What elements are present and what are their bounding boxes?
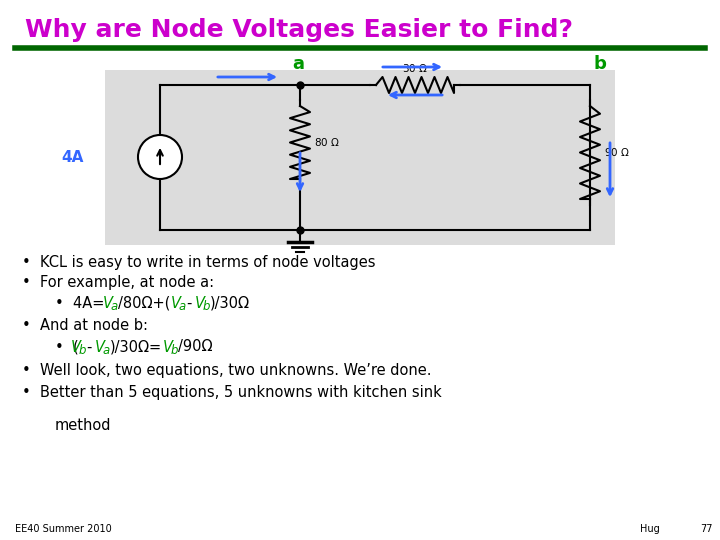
Text: method: method (55, 417, 112, 433)
Text: V: V (71, 340, 81, 354)
Text: b: b (203, 300, 210, 313)
Text: V: V (95, 340, 105, 354)
Circle shape (138, 135, 182, 179)
Text: -: - (86, 340, 91, 354)
Text: EE40 Summer 2010: EE40 Summer 2010 (15, 524, 112, 534)
Text: )/30Ω: )/30Ω (210, 295, 250, 310)
Text: 4A: 4A (60, 150, 84, 165)
Text: a: a (292, 55, 304, 73)
Text: /80Ω+(: /80Ω+( (118, 295, 171, 310)
Bar (105, 70, 615, 245)
Text: Why are Node Voltages Easier to Find?: Why are Node Voltages Easier to Find? (25, 18, 573, 42)
Text: 30 $\Omega$: 30 $\Omega$ (402, 62, 428, 74)
Text: 77: 77 (700, 524, 713, 534)
Text: )/30Ω=: )/30Ω= (110, 340, 162, 354)
Text: •  Better than 5 equations, 5 unknowns with kitchen sink: • Better than 5 equations, 5 unknowns wi… (22, 386, 442, 401)
Text: •  (: • ( (55, 340, 78, 354)
Text: Hug: Hug (640, 524, 660, 534)
Text: •  KCL is easy to write in terms of node voltages: • KCL is easy to write in terms of node … (22, 254, 376, 269)
Text: b: b (593, 55, 606, 73)
Text: •  4A=: • 4A= (55, 295, 104, 310)
Text: a: a (103, 343, 110, 356)
Text: V: V (195, 295, 205, 310)
Text: a: a (179, 300, 186, 313)
Text: 80 $\Omega$: 80 $\Omega$ (314, 137, 340, 148)
Text: a: a (111, 300, 118, 313)
Text: V: V (163, 340, 173, 354)
Text: b: b (171, 343, 179, 356)
Text: b: b (79, 343, 86, 356)
Text: -: - (186, 295, 192, 310)
Text: 90 $\Omega$: 90 $\Omega$ (604, 146, 630, 159)
Text: •  And at node b:: • And at node b: (22, 318, 148, 333)
Text: V: V (103, 295, 113, 310)
Text: •  For example, at node a:: • For example, at node a: (22, 275, 214, 291)
Text: •  Well look, two equations, two unknowns. We’re done.: • Well look, two equations, two unknowns… (22, 362, 431, 377)
Text: /90Ω: /90Ω (178, 340, 212, 354)
Text: V: V (171, 295, 181, 310)
